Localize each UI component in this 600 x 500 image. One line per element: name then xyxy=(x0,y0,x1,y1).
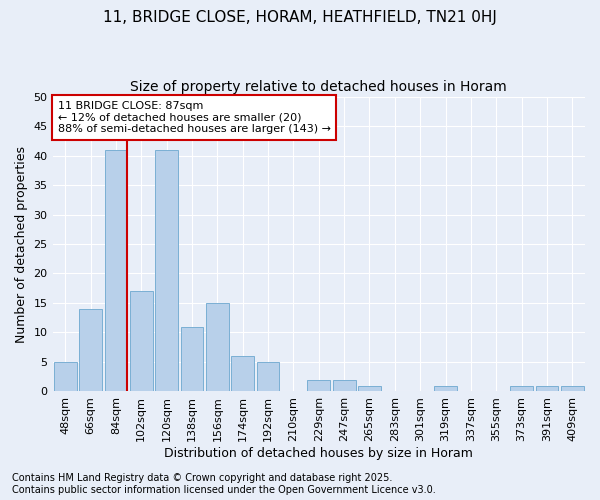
Text: 11, BRIDGE CLOSE, HORAM, HEATHFIELD, TN21 0HJ: 11, BRIDGE CLOSE, HORAM, HEATHFIELD, TN2… xyxy=(103,10,497,25)
Bar xyxy=(536,386,559,392)
Y-axis label: Number of detached properties: Number of detached properties xyxy=(15,146,28,342)
Bar xyxy=(358,386,381,392)
Bar xyxy=(130,291,152,392)
Text: 11 BRIDGE CLOSE: 87sqm
← 12% of detached houses are smaller (20)
88% of semi-det: 11 BRIDGE CLOSE: 87sqm ← 12% of detached… xyxy=(58,101,331,134)
Bar xyxy=(333,380,356,392)
Bar xyxy=(307,380,330,392)
Bar xyxy=(510,386,533,392)
Bar xyxy=(206,303,229,392)
Text: Contains HM Land Registry data © Crown copyright and database right 2025.
Contai: Contains HM Land Registry data © Crown c… xyxy=(12,474,436,495)
Bar xyxy=(155,150,178,392)
Bar xyxy=(104,150,127,392)
Bar xyxy=(561,386,584,392)
Bar xyxy=(231,356,254,392)
Bar xyxy=(181,326,203,392)
Bar xyxy=(79,309,102,392)
X-axis label: Distribution of detached houses by size in Horam: Distribution of detached houses by size … xyxy=(164,447,473,460)
Bar xyxy=(54,362,77,392)
Bar xyxy=(257,362,280,392)
Bar xyxy=(434,386,457,392)
Title: Size of property relative to detached houses in Horam: Size of property relative to detached ho… xyxy=(130,80,507,94)
